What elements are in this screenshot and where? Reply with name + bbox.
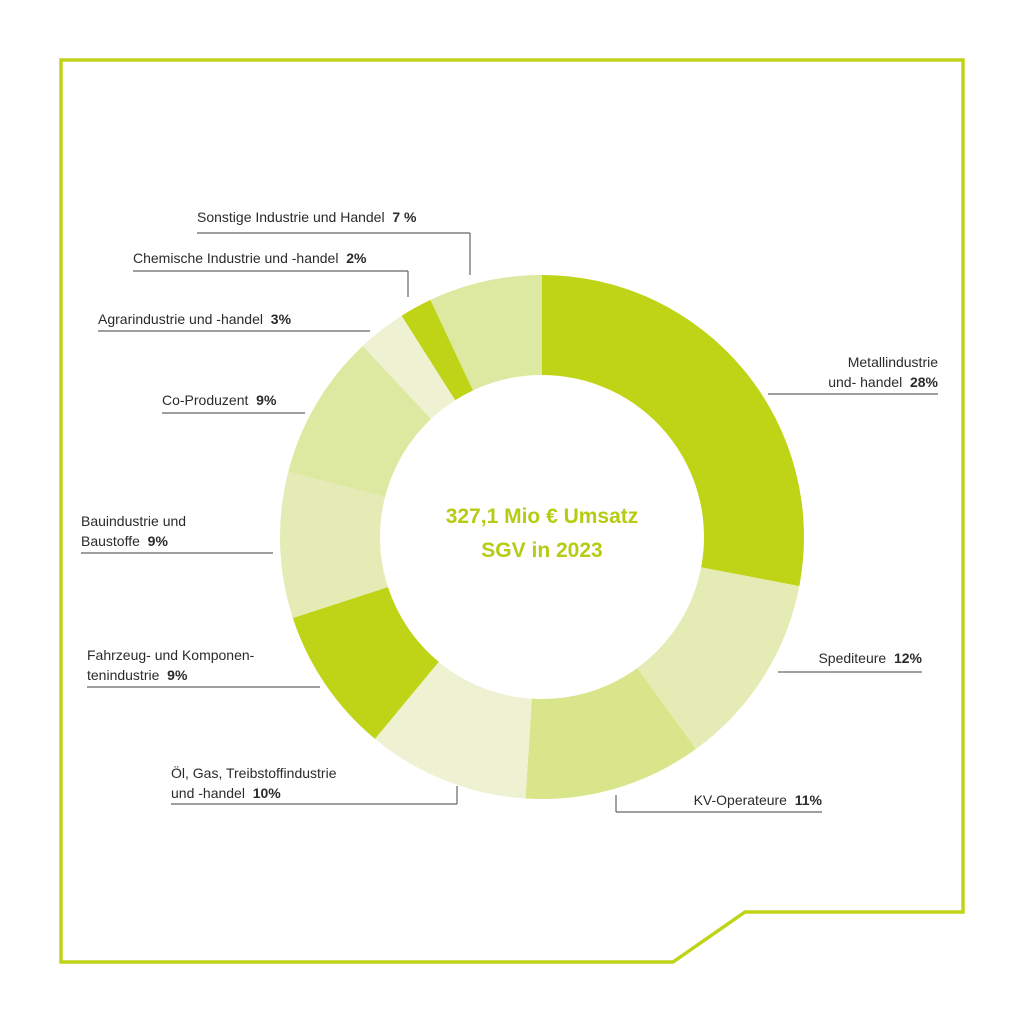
slice-value-label-0: 28%	[902, 374, 938, 390]
slice-label-5-line-1: Baustoffe 9%	[81, 533, 168, 549]
slice-label-2-line-0: KV-Operateure 11%	[694, 792, 823, 808]
slice-value-label-8: 2%	[338, 250, 367, 266]
slice-value-label-3: 10%	[245, 785, 281, 801]
donut-slice-1	[637, 567, 800, 749]
slice-label-3-line-1: und -handel 10%	[171, 785, 281, 801]
slice-label-0-line-1: und- handel 28%	[828, 374, 938, 390]
slice-value-label-9: 7 %	[385, 209, 417, 225]
slice-label-8-line-0: Chemische Industrie und -handel 2%	[133, 250, 367, 266]
slice-label-3-line-0: Öl, Gas, Treibstoffindustrie	[171, 764, 337, 781]
slice-label-5-line-0: Bauindustrie und	[81, 513, 186, 529]
donut-slice-9	[430, 275, 542, 391]
slice-label-9-line-0: Sonstige Industrie und Handel 7 %	[197, 209, 417, 225]
frame-border	[59, 58, 965, 964]
slice-label-4-line-1: tenindustrie 9%	[87, 667, 188, 683]
slice-value-label-2: 11%	[787, 792, 823, 808]
slice-value-label-1: 12%	[886, 650, 922, 666]
slice-label-7-line-0: Agrarindustrie und -handel 3%	[98, 311, 292, 327]
slice-label-4-line-0: Fahrzeug- und Komponen-	[87, 647, 255, 663]
center-title-line-2: SGV in 2023	[481, 539, 602, 562]
donut-slice-3	[374, 661, 532, 799]
donut-slice-8	[401, 299, 474, 401]
donut-slice-5	[279, 471, 388, 618]
donut-slice-2	[525, 668, 696, 800]
donut-slice-0	[542, 275, 804, 587]
slice-label-1-line-0: Spediteure 12%	[818, 650, 922, 666]
slice-value-label-7: 3%	[263, 311, 292, 327]
donut-slice-6	[288, 346, 432, 497]
donut-slice-7	[362, 315, 456, 419]
donut-slice-4	[292, 587, 439, 739]
slice-value-label-6: 9%	[248, 392, 277, 408]
slice-value-label-4: 9%	[159, 667, 188, 683]
slice-value-label-5: 9%	[140, 533, 169, 549]
center-title-line-1: 327,1 Mio € Umsatz	[446, 505, 639, 528]
slice-label-0-line-0: Metallindustrie	[848, 354, 938, 370]
slice-label-6-line-0: Co-Produzent 9%	[162, 392, 277, 408]
